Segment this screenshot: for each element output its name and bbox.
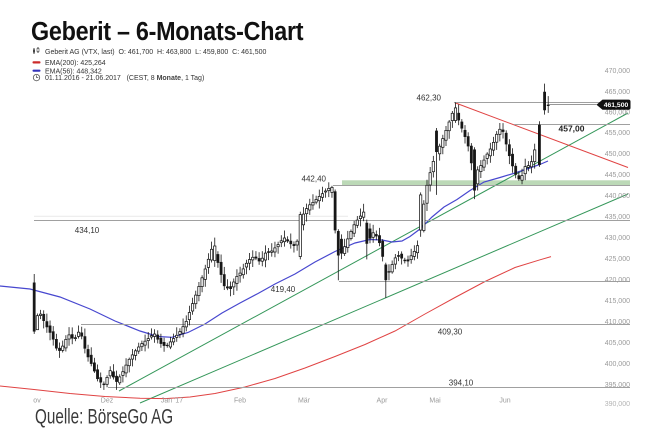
- svg-text:445,000: 445,000: [605, 172, 630, 179]
- svg-text:425,000: 425,000: [605, 256, 630, 263]
- svg-text:409,30: 409,30: [438, 328, 463, 337]
- svg-text:460,000: 460,000: [605, 110, 630, 117]
- svg-text:419,40: 419,40: [271, 285, 296, 294]
- svg-text:ov: ov: [33, 398, 41, 405]
- svg-text:435,000: 435,000: [605, 214, 630, 221]
- svg-text:461,500: 461,500: [604, 102, 629, 109]
- svg-text:Jan '17: Jan '17: [161, 398, 183, 405]
- svg-text:405,000: 405,000: [605, 340, 630, 347]
- svg-text:420,000: 420,000: [605, 277, 630, 284]
- svg-text:430,000: 430,000: [605, 235, 630, 242]
- svg-text:Feb: Feb: [234, 398, 246, 405]
- svg-text:Quelle: BörseGo AG: Quelle: BörseGo AG: [35, 404, 173, 428]
- svg-text:465,000: 465,000: [605, 89, 630, 96]
- svg-text:455,000: 455,000: [605, 130, 630, 137]
- svg-text:EMA(200): 425,264: EMA(200): 425,264: [45, 60, 106, 67]
- svg-text:Jun: Jun: [499, 398, 510, 405]
- svg-text:415,000: 415,000: [605, 298, 630, 305]
- svg-text:Geberit – 6-Monats-Chart: Geberit – 6-Monats-Chart: [31, 18, 303, 46]
- svg-text:01.11.2016 - 21.06.2017 (CES: 01.11.2016 - 21.06.2017 (CEST, 8 Monate,…: [45, 75, 204, 82]
- svg-text:440,000: 440,000: [605, 193, 630, 200]
- svg-text:390,000: 390,000: [605, 401, 630, 408]
- svg-text:410,000: 410,000: [605, 319, 630, 326]
- svg-text:434,10: 434,10: [75, 226, 100, 235]
- svg-text:395,000: 395,000: [605, 382, 630, 389]
- svg-text:394,10: 394,10: [449, 379, 474, 388]
- svg-text:Geberit AG (VTX, last) O: 461: Geberit AG (VTX, last) O: 461,700 H: 463…: [45, 49, 267, 56]
- svg-text:EMA(56): 448,342: EMA(56): 448,342: [45, 68, 102, 75]
- svg-text:Dez: Dez: [101, 398, 114, 405]
- svg-text:442,40: 442,40: [302, 175, 327, 184]
- svg-text:Mai: Mai: [429, 398, 441, 405]
- svg-text:450,000: 450,000: [605, 151, 630, 158]
- svg-text:Apr: Apr: [377, 398, 389, 405]
- svg-text:457,00: 457,00: [559, 124, 585, 134]
- svg-text:462,30: 462,30: [417, 94, 442, 103]
- svg-text:470,000: 470,000: [605, 68, 630, 75]
- svg-text:400,000: 400,000: [605, 361, 630, 368]
- svg-text:Mär: Mär: [298, 398, 311, 405]
